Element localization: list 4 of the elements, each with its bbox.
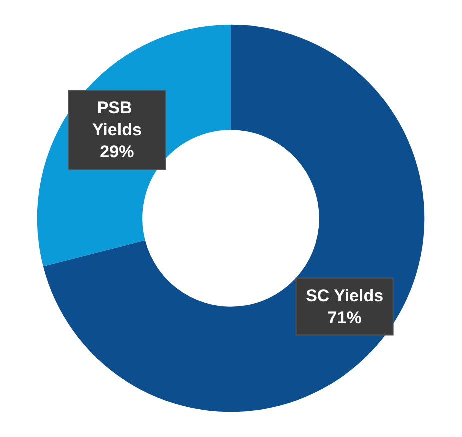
data-label: 71% bbox=[328, 308, 362, 328]
slice-label: SC Yields bbox=[306, 286, 384, 306]
data-label: 29% bbox=[100, 142, 134, 162]
slice-label: PSB Yields bbox=[92, 98, 142, 140]
